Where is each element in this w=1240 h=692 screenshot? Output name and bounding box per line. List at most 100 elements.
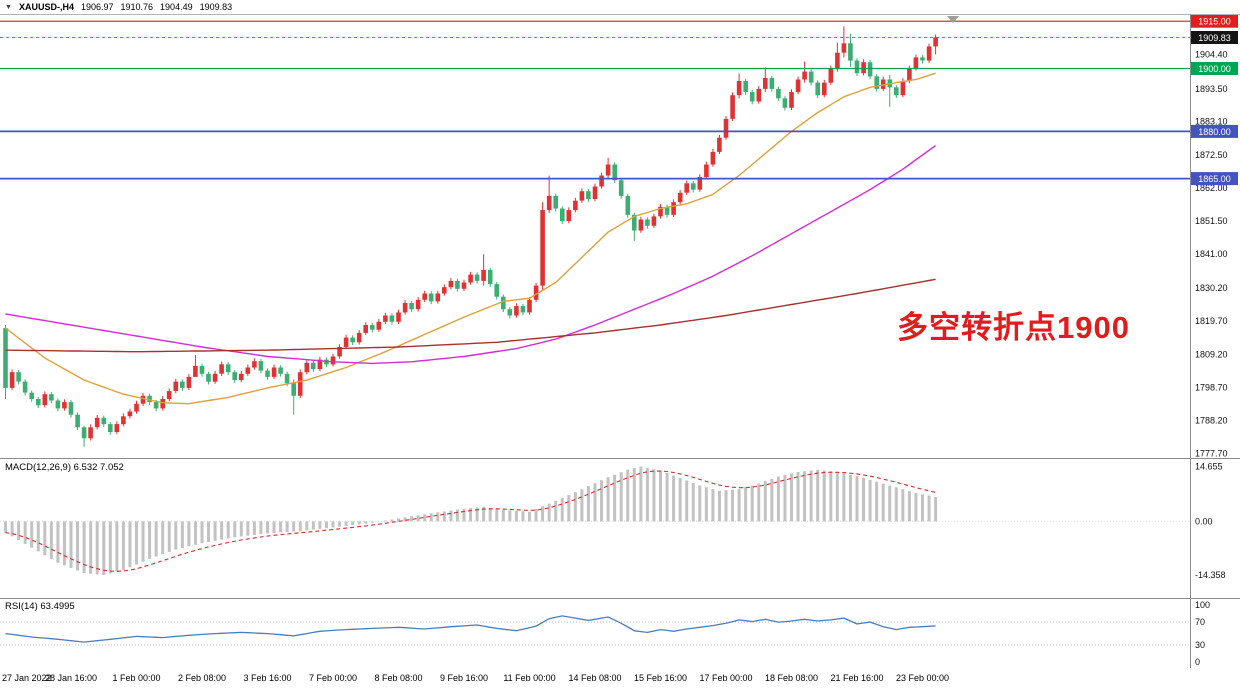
candle-bullish [573,200,578,211]
candle-bullish [448,280,454,288]
candle-bullish [442,287,447,294]
candle-bearish [389,315,395,322]
candle-bullish [566,210,572,222]
candle-bullish [297,372,303,396]
candle-bullish [658,206,663,217]
candle-bearish [101,417,107,425]
candle-bearish [81,427,87,439]
macd-tick-label: 14.655 [1195,462,1223,472]
ohlc-open-value: 1906.97 [80,2,114,12]
candle-bearish [867,62,873,77]
candle-bullish [684,183,689,193]
candle-bearish [428,293,434,302]
macd-indicator-label: MACD(12,26,9) 6.532 7.052 [5,462,124,473]
candle-bullish [933,37,938,47]
candle-bullish [330,356,336,365]
candle-bearish [782,98,788,108]
rsi-tick-label: 100 [1195,600,1210,610]
candle-bullish [926,46,932,61]
price-tick-label: 1862.00 [1195,183,1228,193]
candle-bullish [605,164,611,176]
candle-bullish [193,365,198,377]
candle-bullish [900,81,906,96]
candle-bullish [114,424,120,432]
price-tick-label: 1851.50 [1195,216,1228,226]
candle-bearish [854,60,860,74]
candle-bearish [815,82,820,96]
candle-bearish [55,400,61,409]
candle-bearish [618,180,624,196]
candle-bullish [271,367,277,377]
candle-bullish [880,79,886,89]
candle-bullish [402,303,408,313]
candle-bearish [258,361,264,371]
time-axis-label: 21 Feb 16:00 [830,673,884,683]
candle-bearish [16,372,21,382]
candle-bullish [671,202,676,215]
time-axis-label: 28 Jan 16:00 [44,673,98,683]
candle-bullish [415,299,421,310]
candle-bearish [691,183,696,190]
candle-bearish [487,269,493,285]
time-axis-label: 1 Feb 00:00 [112,673,161,683]
candle-bullish [638,219,644,231]
candle-bearish [494,284,499,297]
rsi-tick-label: 30 [1195,640,1205,650]
price-tick-label: 1830.20 [1195,283,1228,293]
candle-bullish [592,186,598,200]
candle-bearish [612,164,617,181]
candle-bearish [409,303,414,310]
ohlc-low-value: 1904.49 [160,2,193,12]
candle-bullish [540,210,545,286]
symbol-timeframe-label: XAUUSD-,H4 [18,2,74,12]
candle-bullish [527,299,532,313]
candle-bearish [75,414,80,428]
candle-bullish [212,373,218,382]
candle-bearish [311,362,316,370]
candle-bullish [396,312,401,322]
price-badge [1191,172,1238,186]
candle-bullish [62,402,67,409]
annotation-text: 多空转折点1900 [897,310,1130,345]
candle-bullish [245,367,251,374]
candle-bullish [533,285,539,300]
time-axis[interactable]: 27 Jan 2022 28 Jan 16:00 1 Feb 00:00 2 Feb … [0,668,1240,692]
candle-bullish [704,164,709,178]
candle-bearish [29,392,34,399]
candle-bearish [36,399,41,406]
candle-bullish [789,92,794,108]
candle-bearish [153,402,159,409]
ma-slow-line [5,278,936,353]
candle-bearish [743,81,748,92]
candle-bullish [140,395,146,404]
candle-bearish [645,219,650,226]
candle-bearish [769,77,775,89]
candle-bullish [756,88,762,102]
candle-bearish [874,76,879,89]
candle-bullish [160,399,165,409]
time-axis-label: 11 Feb 00:00 [503,673,556,683]
candle-bullish [763,77,768,89]
candle-bearish [455,280,460,289]
candle-bullish [422,293,427,300]
candle-bullish [468,274,473,283]
price-badge-label: 1900.00 [1198,64,1231,74]
time-axis-label: 8 Feb 08:00 [374,673,423,683]
candle-bullish [166,391,172,399]
macd-signal-line [5,470,936,572]
chart-shift-marker-icon[interactable] [947,16,959,23]
time-axis-label: 7 Feb 00:00 [308,673,358,683]
candle-bearish [225,364,231,373]
candle-bearish [284,373,290,384]
candle-bearish [3,328,8,388]
candle-bullish [42,394,48,406]
price-badge-label: 1909.83 [1198,33,1231,43]
candle-bearish [370,325,375,330]
candle-bullish [343,337,349,347]
candle-bullish [435,293,441,302]
time-axis-label: 23 Feb 00:00 [895,673,950,683]
candle-bearish [520,306,526,313]
candle-bearish [147,395,152,403]
candle-bullish [913,57,919,69]
